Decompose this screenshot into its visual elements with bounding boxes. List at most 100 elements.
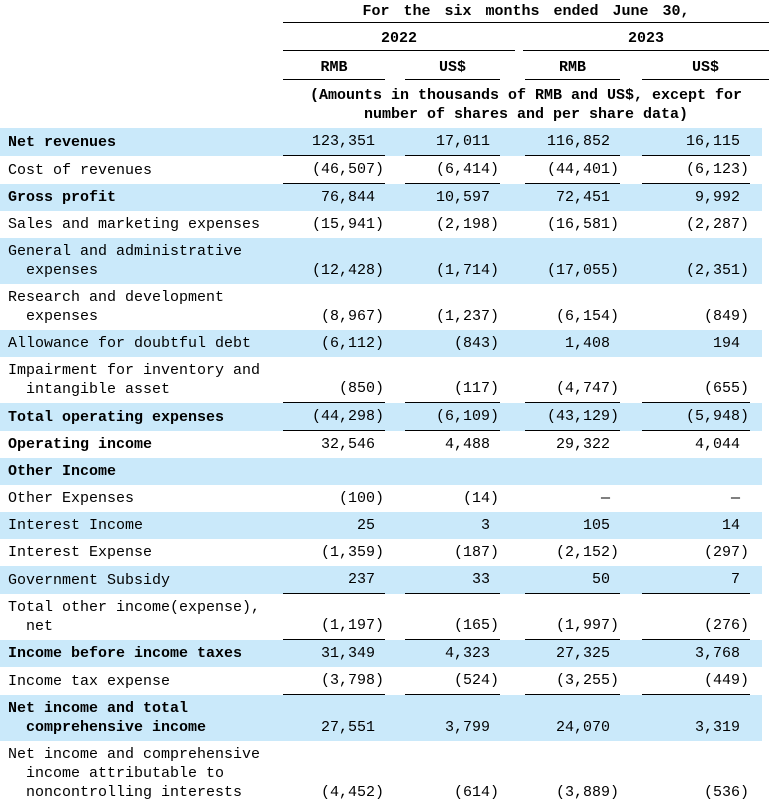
- header-spacer: [0, 51, 263, 80]
- value-cell: (15,941): [311, 216, 384, 233]
- value-cell: (44,401): [525, 156, 620, 184]
- row-label: Operating income: [8, 436, 153, 453]
- table-row-interest-expense: Interest Expense (1,359) (187) (2,152) (…: [0, 539, 762, 566]
- value-cell: (1,359): [320, 544, 384, 561]
- value-cell: (6,109): [405, 403, 500, 431]
- table-row-general-administrative: General and administrative expenses (12,…: [0, 238, 762, 284]
- row-label: Other Expenses: [8, 490, 135, 507]
- col-header-usd-2023: US$: [642, 51, 769, 80]
- value-cell: 3,799: [444, 719, 490, 736]
- value-cell: (276): [642, 612, 750, 640]
- value-cell: 14: [721, 517, 740, 534]
- value-cell: 1,408: [564, 335, 610, 352]
- value-cell: 27,551: [320, 719, 375, 736]
- value-cell: (14): [462, 490, 499, 507]
- period-header-row: For the six months ended June 30,: [0, 0, 769, 23]
- value-cell: —: [730, 490, 740, 507]
- value-cell: 76,844: [320, 189, 375, 206]
- value-cell: (2,287): [685, 216, 749, 233]
- value-cell: 237: [283, 566, 385, 594]
- row-label: General and administrative expenses: [8, 243, 243, 279]
- year-2022-header: 2022: [283, 23, 515, 51]
- value-cell: [405, 477, 500, 485]
- value-cell: (4,747): [525, 375, 620, 403]
- table-row-noncontrolling-interests: Net income and comprehensive income attr…: [0, 741, 762, 806]
- value-cell: (524): [405, 667, 500, 695]
- value-cell: (4,452): [320, 784, 384, 801]
- value-cell: 72,451: [555, 189, 610, 206]
- value-cell: (1,237): [435, 308, 499, 325]
- value-cell: (3,798): [283, 667, 385, 695]
- value-cell: (1,197): [283, 612, 385, 640]
- value-cell: 16,115: [642, 128, 750, 156]
- value-cell: (850): [283, 375, 385, 403]
- value-cell: 3: [480, 517, 490, 534]
- table-row-operating-income: Operating income 32,546 4,488 29,322 4,0…: [0, 431, 762, 458]
- value-cell: (297): [703, 544, 749, 561]
- value-cell: 32,546: [320, 436, 375, 453]
- value-cell: (12,428): [311, 262, 384, 279]
- value-cell: [525, 477, 620, 485]
- value-cell: 3,768: [694, 645, 740, 662]
- value-cell: —: [600, 490, 610, 507]
- row-label: Net income and comprehensive income attr…: [8, 746, 261, 801]
- row-label: Income before income taxes: [8, 645, 243, 662]
- value-cell: (843): [453, 335, 499, 352]
- value-cell: (17,055): [546, 262, 619, 279]
- header-spacer: [0, 0, 263, 23]
- value-cell: (187): [453, 544, 499, 561]
- value-cell: (100): [338, 490, 384, 507]
- value-cell: (5,948): [642, 403, 750, 431]
- row-label: Other Income: [8, 463, 117, 480]
- value-cell: 4,488: [444, 436, 490, 453]
- value-cell: 24,070: [555, 719, 610, 736]
- value-cell: (8,967): [320, 308, 384, 325]
- value-cell: 17,011: [405, 128, 500, 156]
- value-cell: (536): [703, 784, 749, 801]
- header-spacer: [0, 80, 263, 128]
- row-label: Allowance for doubtful debt: [8, 335, 252, 352]
- value-cell: (2,152): [555, 544, 619, 561]
- value-cell: (6,154): [555, 308, 619, 325]
- value-cell: 105: [582, 517, 610, 534]
- value-cell: (16,581): [546, 216, 619, 233]
- value-cell: [283, 477, 385, 485]
- col-header-usd-2022: US$: [405, 51, 500, 80]
- value-cell: 25: [356, 517, 375, 534]
- value-cell: 7: [642, 566, 750, 594]
- table-row-net-revenues: Net revenues 123,351 17,011 116,852 16,1…: [0, 128, 762, 156]
- value-cell: 9,992: [694, 189, 740, 206]
- value-cell: (655): [642, 375, 750, 403]
- value-cell: 194: [712, 335, 740, 352]
- value-cell: (6,414): [405, 156, 500, 184]
- value-cell: (6,112): [320, 335, 384, 352]
- value-cell: (46,507): [283, 156, 385, 184]
- amounts-note-row: (Amounts in thousands of RMB and US$, ex…: [0, 80, 769, 128]
- table-row-net-income-total: Net income and total comprehensive incom…: [0, 695, 762, 741]
- table-row-government-subsidy: Government Subsidy 237 33 50 7: [0, 566, 762, 594]
- value-cell: (3,889): [555, 784, 619, 801]
- table-row-income-tax-expense: Income tax expense (3,798) (524) (3,255)…: [0, 667, 762, 695]
- value-cell: 27,325: [555, 645, 610, 662]
- row-label: Interest Expense: [8, 544, 153, 561]
- table-row-other-income-section: Other Income: [0, 458, 762, 485]
- table-row-gross-profit: Gross profit 76,844 10,597 72,451 9,992: [0, 184, 762, 211]
- value-cell: (2,351): [685, 262, 749, 279]
- value-cell: [642, 477, 750, 485]
- col-header-rmb-2023: RMB: [525, 51, 620, 80]
- table-row-impairment-inventory: Impairment for inventory and intangible …: [0, 357, 762, 403]
- value-cell: 50: [525, 566, 620, 594]
- value-cell: 3,319: [694, 719, 740, 736]
- amounts-note: (Amounts in thousands of RMB and US$, ex…: [309, 87, 743, 123]
- value-cell: (117): [405, 375, 500, 403]
- row-label: Net income and total comprehensive incom…: [8, 700, 207, 736]
- value-cell: 10,597: [435, 189, 490, 206]
- value-cell: (43,129): [525, 403, 620, 431]
- row-label: Cost of revenues: [8, 162, 153, 179]
- col-header-rmb-2022: RMB: [283, 51, 385, 80]
- header-spacer: [0, 23, 263, 51]
- table-row-sales-marketing: Sales and marketing expenses (15,941) (2…: [0, 211, 762, 238]
- value-cell: (44,298): [283, 403, 385, 431]
- year-2023-header: 2023: [523, 23, 769, 51]
